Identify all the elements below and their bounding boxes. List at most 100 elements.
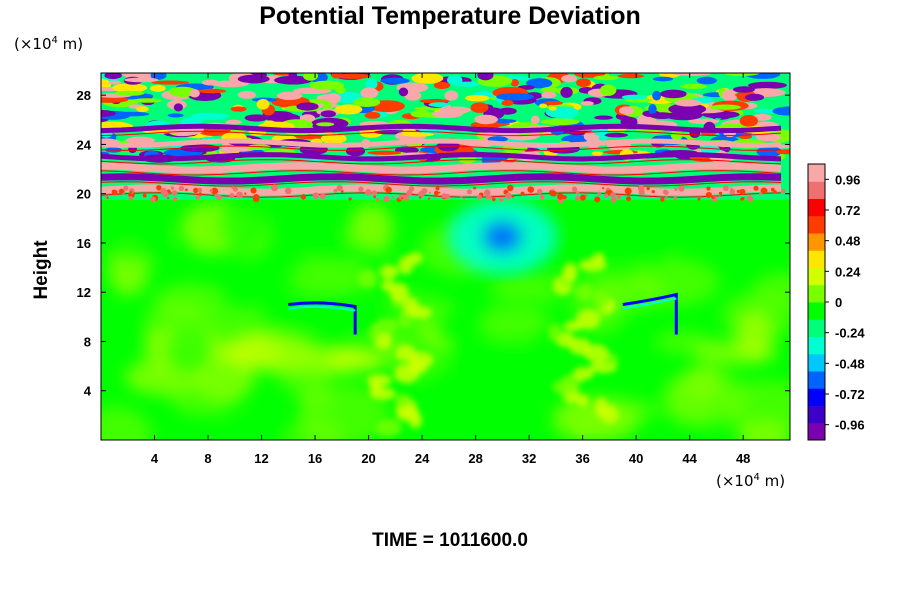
plume-cell bbox=[375, 418, 403, 437]
plume-cell bbox=[373, 317, 399, 335]
turbulent-blob bbox=[411, 73, 444, 84]
field-blob bbox=[736, 309, 774, 360]
turbulent-blob bbox=[721, 89, 738, 102]
x-tick-label: 16 bbox=[308, 451, 322, 466]
y-tick-label: 24 bbox=[77, 137, 92, 152]
turbulent-blob bbox=[237, 90, 257, 99]
x-tick-label: 4 bbox=[151, 451, 159, 466]
field-blob bbox=[460, 411, 505, 440]
turbulent-blob bbox=[660, 89, 687, 99]
turbulent-blob bbox=[428, 102, 450, 108]
strat-band-6 bbox=[101, 123, 782, 137]
thin-streak-2 bbox=[622, 292, 678, 335]
turbulent-blob bbox=[367, 150, 402, 155]
colorbar-swatch bbox=[808, 353, 825, 372]
colorbar-label: -0.72 bbox=[835, 387, 865, 402]
turbulent-blob bbox=[364, 111, 381, 119]
turbulent-blob bbox=[125, 136, 155, 144]
turbulent-blob bbox=[739, 114, 758, 127]
plume-cell bbox=[592, 252, 605, 264]
y-tick-label: 20 bbox=[77, 187, 91, 202]
turbulent-blob bbox=[173, 103, 183, 112]
colorbar-swatch bbox=[808, 198, 825, 217]
x-tick-label: 32 bbox=[522, 451, 536, 466]
colorbar-label: 0.96 bbox=[835, 172, 860, 187]
colorbar-swatch bbox=[808, 233, 825, 251]
turbulent-blob bbox=[431, 110, 463, 118]
colorbar-swatch bbox=[808, 319, 825, 337]
plume-cell bbox=[576, 394, 589, 407]
field-blob bbox=[274, 337, 335, 395]
chart-title: Potential Temperature Deviation bbox=[259, 2, 641, 30]
colorbar-label: 0.48 bbox=[835, 234, 860, 249]
turbulent-blob bbox=[618, 106, 635, 115]
turbulent-blob bbox=[470, 102, 489, 113]
turbulent-blob bbox=[108, 80, 122, 85]
turbulent-blob bbox=[649, 112, 675, 120]
colorbar-swatch bbox=[808, 284, 825, 303]
colorbar-label: -0.48 bbox=[835, 356, 865, 371]
turbulent-blob bbox=[474, 114, 498, 125]
plume-cell bbox=[593, 289, 610, 309]
plume-2 bbox=[548, 252, 619, 435]
turbulent-blob bbox=[576, 78, 591, 88]
turbulent-blob bbox=[561, 74, 578, 83]
turbulent-blob bbox=[122, 73, 156, 79]
field-blob bbox=[477, 306, 549, 340]
turbulent-blob bbox=[219, 147, 240, 153]
field-blob bbox=[153, 282, 228, 323]
turbulent-blob bbox=[353, 97, 381, 108]
turbulent-blob bbox=[674, 99, 702, 107]
plume-cell bbox=[574, 420, 592, 435]
colorbar-label: -0.96 bbox=[835, 418, 865, 433]
turbulent-blob bbox=[326, 92, 341, 104]
turbulent-blob bbox=[671, 73, 712, 76]
turbulent-blob bbox=[101, 96, 129, 103]
field-blob bbox=[439, 341, 480, 370]
plume-cell bbox=[572, 367, 594, 380]
field-blob bbox=[217, 418, 290, 440]
turbulent-blob bbox=[755, 133, 781, 142]
x-tick-label: 40 bbox=[629, 451, 643, 466]
x-axis-ticks: 4 8 12 16 20 24 28 32 36 40 44 48 bbox=[151, 73, 750, 466]
turbulent-blob bbox=[637, 115, 655, 128]
turbulent-blob bbox=[244, 114, 269, 122]
turbulent-blob bbox=[398, 87, 409, 97]
turbulent-blob bbox=[237, 74, 270, 84]
colorbar-swatch bbox=[808, 250, 825, 268]
turbulent-blob bbox=[696, 76, 717, 85]
turbulent-blob bbox=[303, 73, 319, 81]
colorbar-swatch bbox=[808, 336, 825, 355]
turbulent-blob bbox=[410, 109, 430, 118]
turbulent-blob bbox=[124, 77, 159, 83]
turbulent-blob bbox=[190, 112, 229, 120]
colorbar-label: -0.24 bbox=[835, 326, 865, 341]
field-blob bbox=[214, 194, 268, 254]
turbulent-blob bbox=[320, 133, 347, 144]
colorbar-swatch bbox=[808, 181, 825, 199]
x-tick-label: 48 bbox=[736, 451, 750, 466]
turbulent-blob bbox=[648, 103, 657, 115]
strat-band-2 bbox=[101, 173, 782, 187]
plume-cell bbox=[379, 264, 399, 279]
turbulent-blob bbox=[433, 81, 451, 90]
plume-cell bbox=[407, 252, 423, 265]
turbulent-blob bbox=[189, 89, 200, 98]
turbulent-blob bbox=[541, 91, 557, 99]
turbulent-blob bbox=[198, 88, 227, 94]
thin-streak-1 bbox=[288, 301, 357, 335]
turbulent-blob bbox=[225, 119, 242, 125]
turbulent-blob bbox=[548, 106, 557, 111]
plume-1 bbox=[357, 252, 434, 437]
y-tick-label: 8 bbox=[84, 334, 91, 349]
colorbar-swatch bbox=[808, 422, 825, 441]
turbulent-blob bbox=[617, 73, 645, 79]
x-tick-label: 28 bbox=[468, 451, 482, 466]
turbulent-blob bbox=[444, 90, 459, 101]
turbulent-blob bbox=[652, 90, 662, 101]
plume-cell bbox=[395, 393, 411, 408]
field-blob bbox=[654, 330, 713, 354]
x-tick-label: 12 bbox=[254, 451, 268, 466]
turbulent-blob bbox=[526, 78, 553, 89]
